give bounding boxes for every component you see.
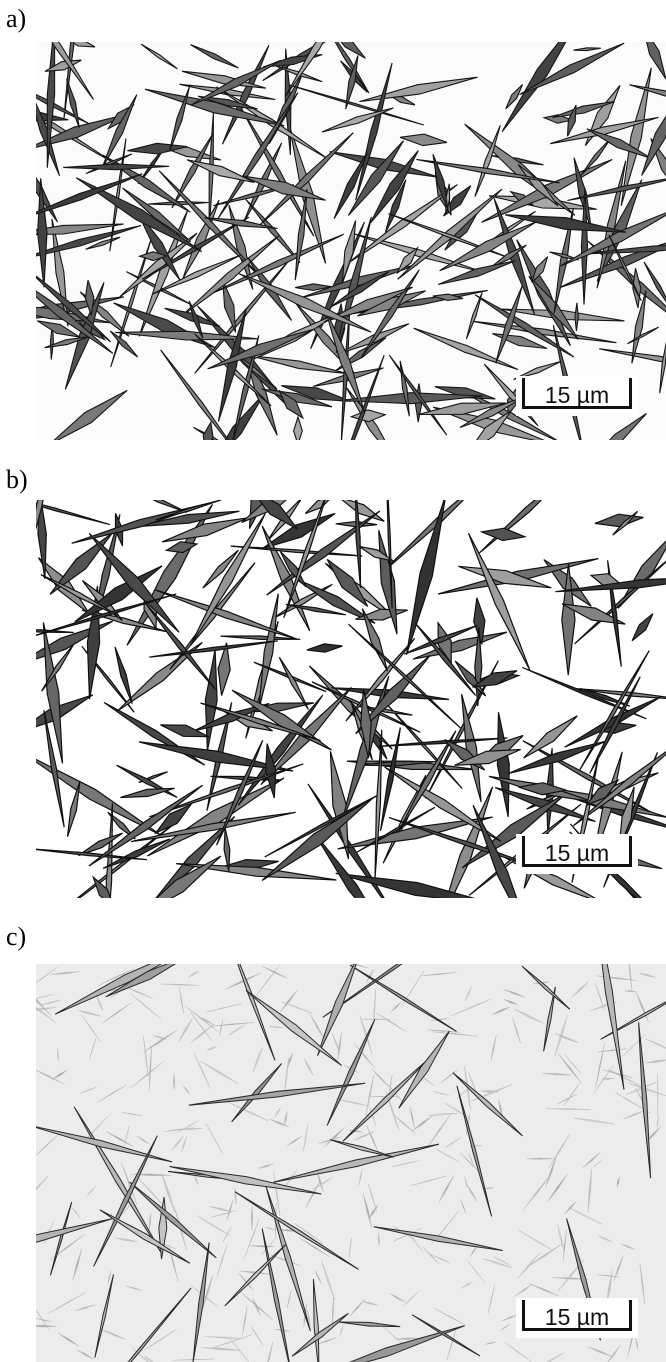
micrograph-a: 15 µm — [36, 42, 666, 440]
scale-bar-c: 15 µm — [516, 1298, 638, 1338]
panel-c-label: c) — [6, 922, 26, 952]
scale-bar-a: 15 µm — [516, 376, 638, 416]
scale-bar-c-label: 15 µm — [516, 1304, 638, 1331]
panel-b-label: b) — [6, 465, 28, 495]
micrograph-b: 15 µm — [36, 500, 666, 898]
scale-bar-b: 15 µm — [516, 834, 638, 874]
panel-a-label: a) — [6, 4, 26, 34]
scale-bar-b-label: 15 µm — [516, 840, 638, 867]
lath-needle — [657, 1074, 658, 1117]
scale-bar-a-label: 15 µm — [516, 382, 638, 409]
micrograph-c: 15 µm — [36, 964, 666, 1362]
